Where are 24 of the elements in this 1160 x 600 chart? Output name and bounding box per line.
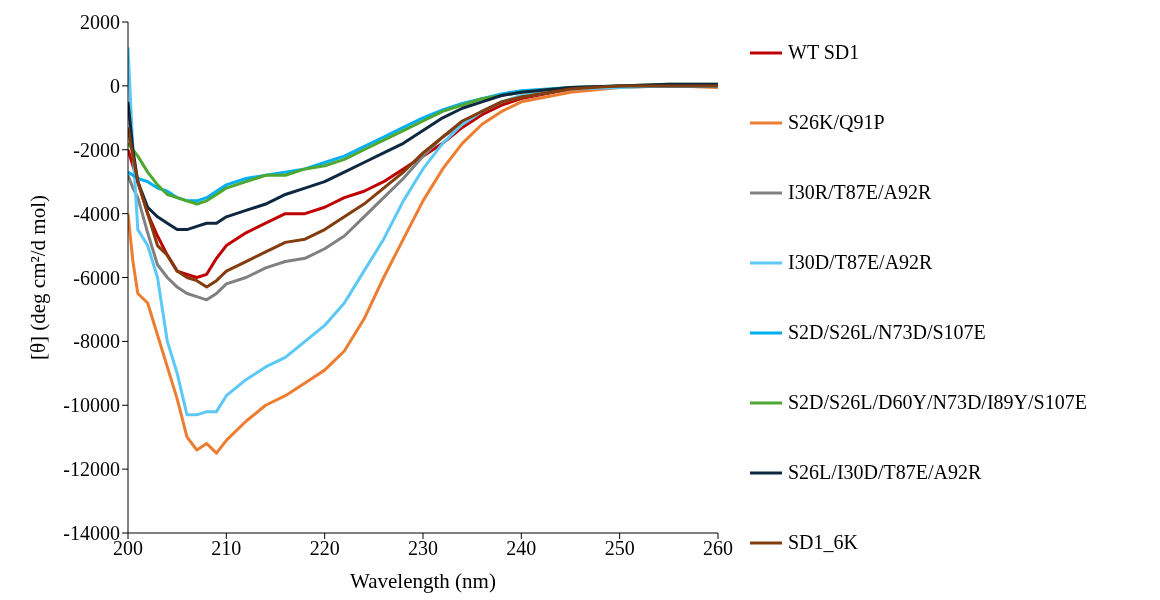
- x-tick-label: 260: [703, 537, 733, 560]
- legend-label: S26K/Q91P: [788, 111, 885, 134]
- y-tick-label: -4000: [73, 202, 120, 225]
- legend-label: S26L/I30D/T87E/A92R: [788, 461, 982, 484]
- y-axis-title: [θ] (deg cm²/d mol): [26, 194, 51, 361]
- x-tick-label: 210: [211, 537, 242, 560]
- y-tick-label: 2000: [80, 11, 120, 34]
- y-tick-label: -8000: [73, 330, 120, 353]
- x-tick-label: 220: [309, 537, 340, 560]
- legend-label: WT SD1: [788, 41, 860, 64]
- legend-label: I30D/T87E/A92R: [788, 251, 933, 274]
- y-tick-label: -2000: [73, 138, 120, 161]
- x-tick-label: 250: [604, 537, 635, 560]
- y-tick-label: -12000: [63, 458, 120, 481]
- legend-label: S2D/S26L/N73D/S107E: [788, 321, 986, 344]
- x-axis-title: Wavelength (nm): [350, 569, 496, 593]
- y-tick-label: -10000: [63, 394, 120, 417]
- legend-label: I30R/T87E/A92R: [788, 181, 932, 204]
- y-tick-label: -6000: [73, 266, 120, 289]
- y-tick-label: 0: [110, 74, 120, 97]
- legend-label: SD1_6K: [788, 531, 859, 554]
- legend-label: S2D/S26L/D60Y/N73D/I89Y/S107E: [788, 391, 1087, 414]
- x-tick-label: 240: [506, 537, 537, 560]
- x-tick-label: 230: [408, 537, 438, 560]
